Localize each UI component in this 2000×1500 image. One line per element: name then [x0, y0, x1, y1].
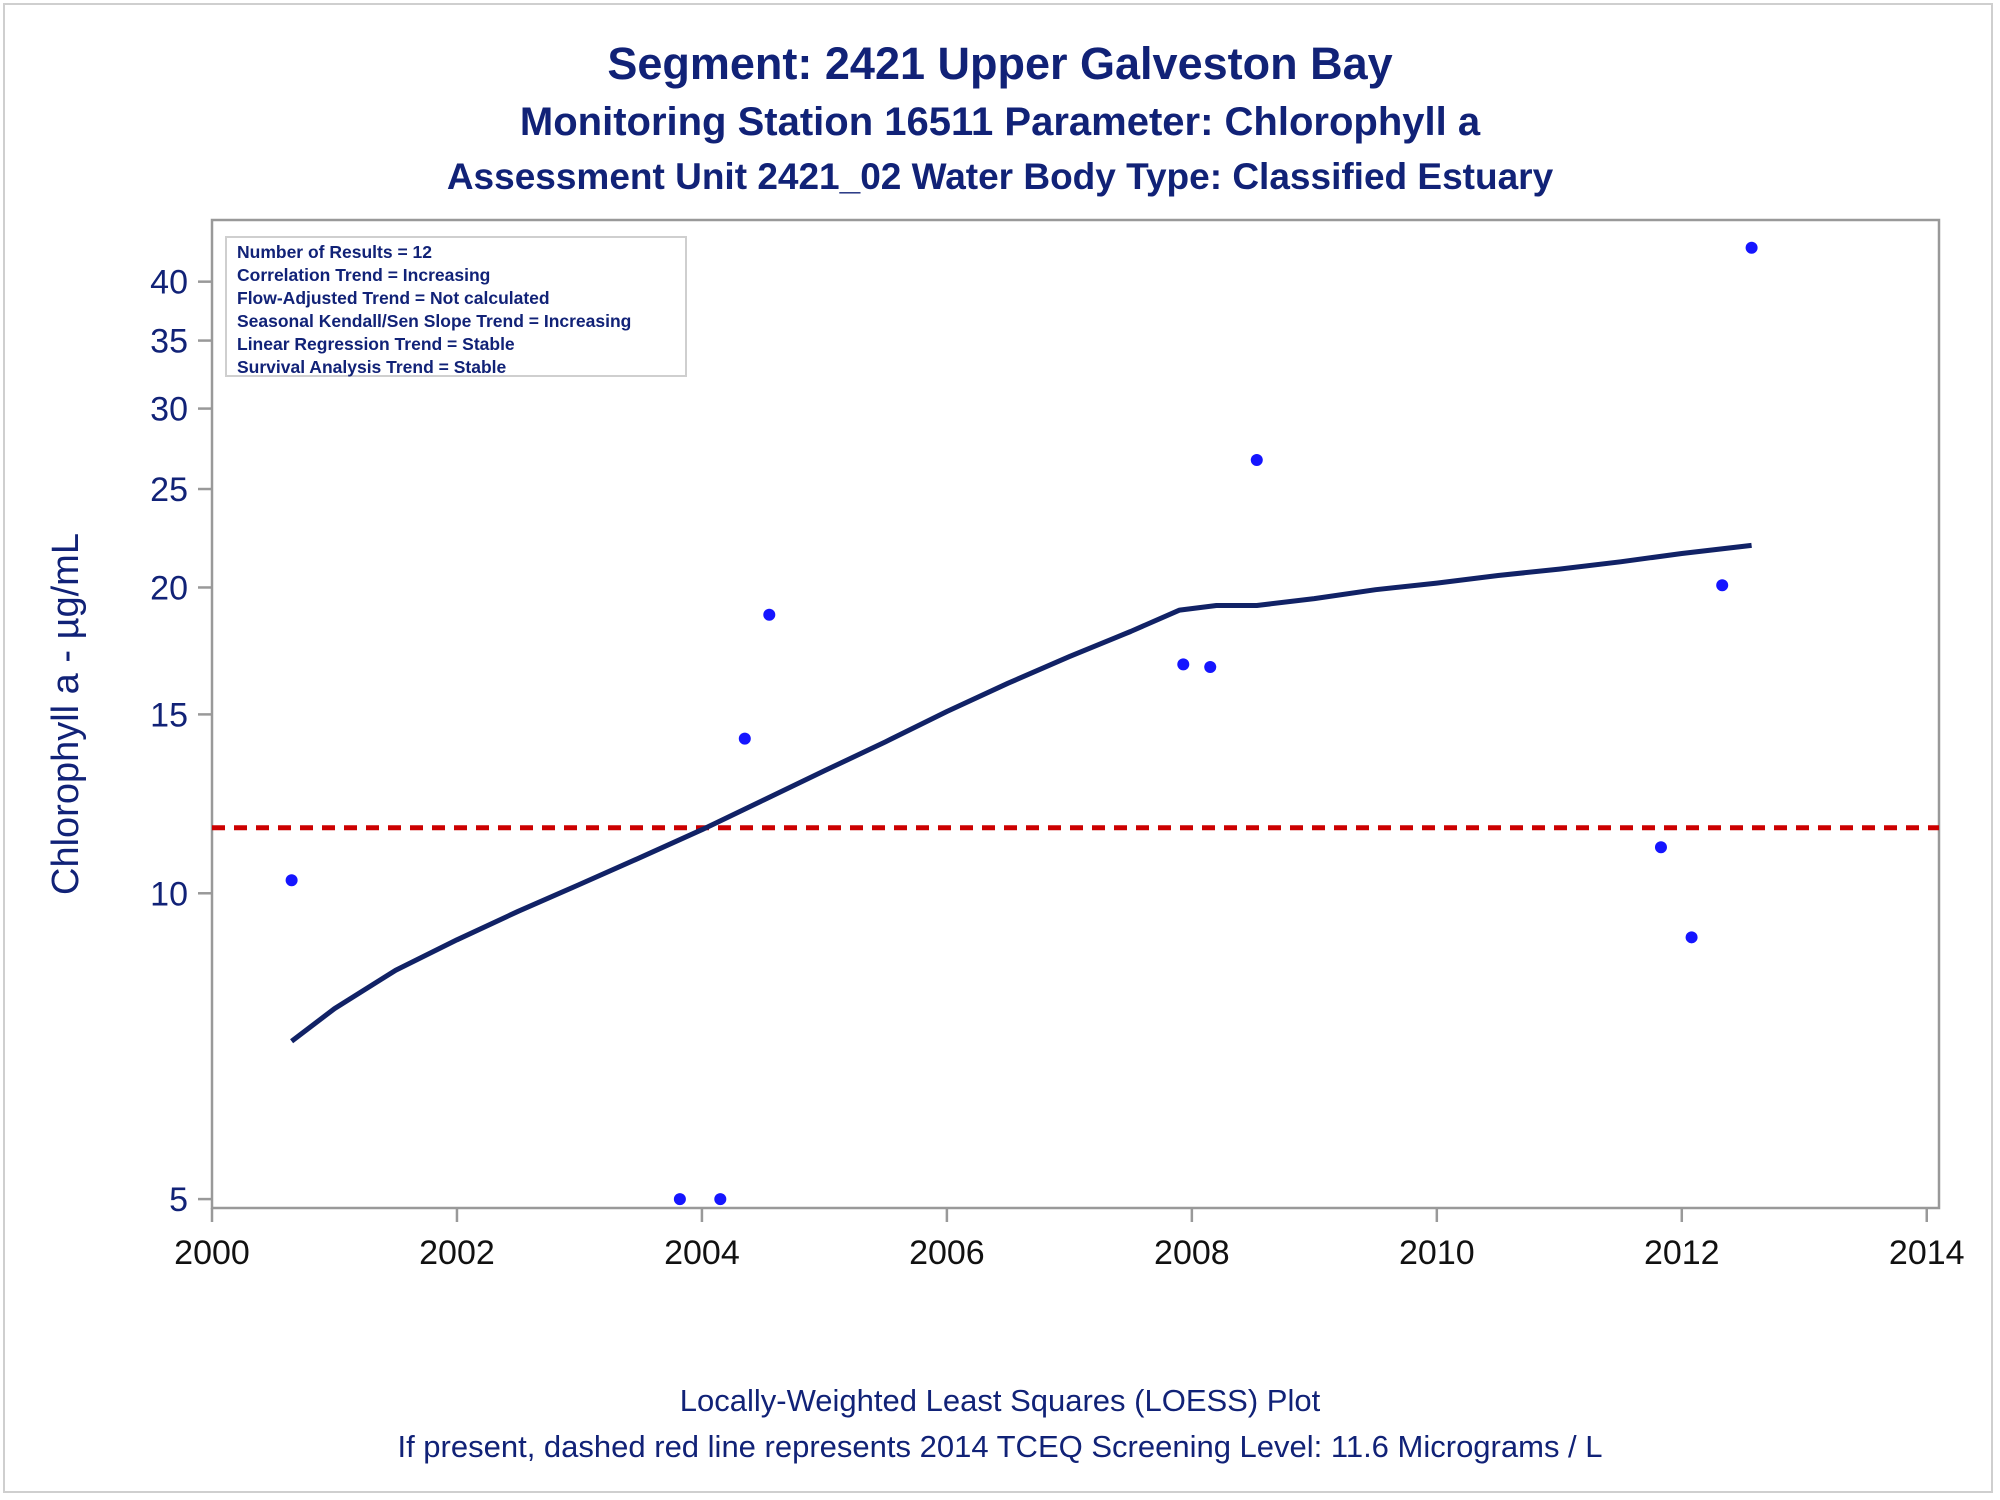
- x-tick-label: 2002: [419, 1234, 495, 1272]
- x-tick-label: 2000: [174, 1234, 250, 1272]
- y-tick-label: 15: [150, 696, 188, 734]
- y-tick-label: 20: [150, 569, 188, 607]
- data-point: [673, 1193, 686, 1206]
- data-point: [763, 608, 776, 621]
- data-point: [1250, 453, 1263, 466]
- x-tick-label: 2010: [1399, 1234, 1475, 1272]
- trend-stats-box: Number of Results = 12 Correlation Trend…: [225, 236, 687, 377]
- chart-subtitle-station: Monitoring Station 16511 Parameter: Chlo…: [519, 100, 1481, 144]
- x-tick-label: 2008: [1154, 1234, 1230, 1272]
- stat-seasonal-kendall-trend: Seasonal Kendall/Sen Slope Trend = Incre…: [237, 311, 632, 331]
- chart-subtitle-assessment-unit: Assessment Unit 2421_02 Water Body Type:…: [446, 156, 1554, 197]
- y-tick-label: 30: [150, 391, 188, 429]
- x-tick-label: 2014: [1889, 1234, 1965, 1272]
- data-point: [1177, 658, 1190, 671]
- data-point: [285, 874, 298, 887]
- y-tick-label: 5: [169, 1181, 188, 1219]
- data-point: [738, 732, 751, 745]
- stat-survival-analysis-trend: Survival Analysis Trend = Stable: [237, 357, 507, 377]
- x-tick-label: 2012: [1644, 1234, 1720, 1272]
- loess-curve: [290, 542, 1752, 1044]
- y-tick-label: 25: [150, 471, 188, 509]
- data-point: [1716, 579, 1729, 592]
- y-tick-label: 10: [150, 875, 188, 913]
- data-point: [1745, 241, 1758, 254]
- data-point: [1204, 661, 1217, 674]
- footnote-screening-level: If present, dashed red line represents 2…: [397, 1429, 1603, 1464]
- stat-linear-regression-trend: Linear Regression Trend = Stable: [237, 334, 515, 354]
- x-tick-label: 2006: [909, 1234, 985, 1272]
- chart-title: Segment: 2421 Upper Galveston Bay: [607, 38, 1393, 89]
- y-axis-label: Chlorophyll a - µg/mL: [45, 533, 87, 895]
- data-point: [1685, 931, 1698, 944]
- footnote-loess: Locally-Weighted Least Squares (LOESS) P…: [679, 1383, 1321, 1418]
- x-tick-label: 2004: [664, 1234, 740, 1272]
- y-tick-label: 35: [150, 323, 188, 361]
- stat-correlation-trend: Correlation Trend = Increasing: [237, 265, 491, 285]
- chart-frame: [3, 3, 1993, 1493]
- data-point: [1654, 841, 1667, 854]
- stat-flow-adjusted-trend: Flow-Adjusted Trend = Not calculated: [237, 288, 550, 308]
- data-point: [714, 1193, 727, 1206]
- stat-number-of-results: Number of Results = 12: [237, 242, 432, 262]
- y-tick-label: 40: [150, 264, 188, 302]
